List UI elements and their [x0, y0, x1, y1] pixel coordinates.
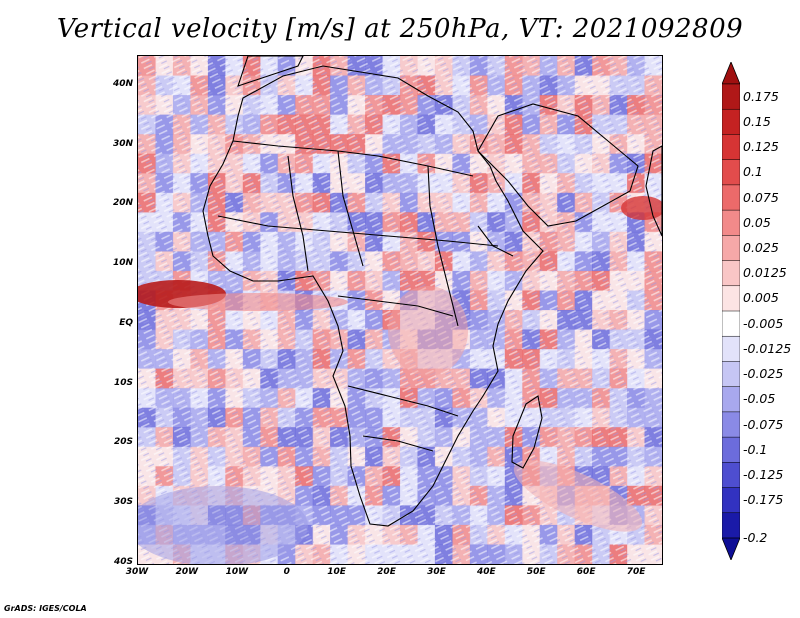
southwest-indian-updraft: [513, 460, 643, 532]
lon-tick-label: 0: [283, 567, 290, 577]
lon-tick-label: 70E: [626, 567, 646, 577]
colorbar-label: -0.075: [743, 416, 784, 432]
south-atlantic-subsidence: [138, 486, 308, 564]
border-sahara: [232, 140, 474, 177]
lon-tick-label: 30E: [427, 567, 446, 577]
central-africa-updraft: [388, 286, 468, 376]
arabian-sea-updraft: [621, 196, 662, 220]
colorbar-segment: [722, 436, 740, 463]
colorbar-label: -0.175: [743, 492, 784, 508]
lon-tick-label: 20E: [377, 567, 396, 577]
border-kalahari: [362, 435, 434, 452]
lat-tick-label: 20N: [112, 198, 133, 209]
colorbar-segment: [722, 462, 740, 489]
india-coastline: [645, 145, 662, 237]
colorbar-segment: [722, 361, 740, 388]
colorbar-segment: [722, 184, 740, 211]
colorbar-label: 0.125: [743, 139, 779, 155]
border-north-south: [337, 150, 364, 267]
colorbar: [722, 62, 740, 560]
colorbar-label: 0.0125: [743, 265, 787, 281]
colorbar-label: -0.1: [743, 441, 768, 457]
colorbar-segment: [722, 83, 740, 110]
colorbar-label: -0.05: [743, 391, 776, 407]
colorbar-label: 0.15: [743, 113, 771, 129]
colorbar-label: -0.2: [743, 530, 768, 545]
map-panel: [137, 55, 663, 565]
colorbar-label: -0.005: [743, 315, 784, 331]
lat-tick-label: 30S: [113, 497, 133, 508]
colorbar-segment: [722, 411, 740, 438]
lon-tick-label: 50E: [526, 567, 546, 577]
colorbar-segment: [722, 260, 740, 287]
arabia-coastline: [477, 103, 639, 227]
border-horn: [477, 225, 514, 257]
colorbar-label: 0.025: [743, 239, 779, 255]
lon-tick-label: 10W: [225, 567, 249, 577]
colorbar-segment: [722, 512, 740, 539]
lat-tick-label: 40N: [112, 78, 133, 89]
border-south: [347, 385, 459, 417]
chart-title: Vertical velocity [m/s] at 250hPa, VT: 2…: [56, 14, 744, 44]
colorbar-segment: [722, 159, 740, 186]
colorbar-label: 0.1: [743, 164, 763, 180]
lat-tick-label: 40S: [113, 557, 133, 567]
colorbar-segment: [722, 134, 740, 161]
lat-tick-label: 30N: [112, 138, 133, 149]
lon-tick-label: 20W: [175, 567, 199, 577]
colorbar-segment: [722, 285, 740, 312]
lat-tick-label: 20S: [113, 437, 133, 448]
map-canvas: [138, 56, 662, 564]
field-features: [138, 196, 662, 564]
colorbar-segment: [722, 209, 740, 236]
lat-tick-label: EQ: [119, 317, 133, 328]
colorbar-segment: [722, 386, 740, 413]
colorbar-segment: [722, 235, 740, 262]
country-borders: [202, 56, 662, 527]
colorbar-segment: [722, 310, 740, 337]
lon-tick-label: 40E: [476, 567, 496, 577]
lon-tick-label: 30W: [125, 567, 149, 577]
madagascar-coastline: [511, 395, 543, 469]
colorbar-label: -0.025: [743, 366, 784, 382]
lat-tick-label: 10S: [113, 377, 133, 388]
colorbar-segment: [722, 108, 740, 135]
footer-credit: GrADS: IGES/COLA: [4, 604, 87, 613]
colorbar-top-arrow: [722, 62, 740, 85]
colorbar-label: -0.125: [743, 466, 784, 482]
colorbar-label: 0.175: [743, 88, 779, 104]
border-congo: [337, 295, 454, 317]
lon-tick-label: 60E: [576, 567, 596, 577]
colorbar-label: 0.005: [743, 290, 779, 306]
colorbar-segment: [722, 487, 740, 514]
colorbar-bottom-arrow: [722, 537, 740, 560]
colorbar-label: 0.05: [743, 214, 771, 230]
lon-tick-label: 10E: [327, 567, 346, 577]
lat-tick-label: 10N: [112, 258, 133, 269]
border-sahel: [217, 215, 499, 247]
border-east: [427, 165, 459, 327]
colorbar-label: 0.075: [743, 189, 779, 205]
itcz-updraft-band: [168, 293, 348, 311]
colorbar-segment: [722, 335, 740, 362]
iberia-coastline: [237, 56, 304, 87]
africa-coastline: [202, 65, 544, 527]
colorbar-label: -0.0125: [743, 340, 792, 356]
border-west: [287, 155, 309, 272]
